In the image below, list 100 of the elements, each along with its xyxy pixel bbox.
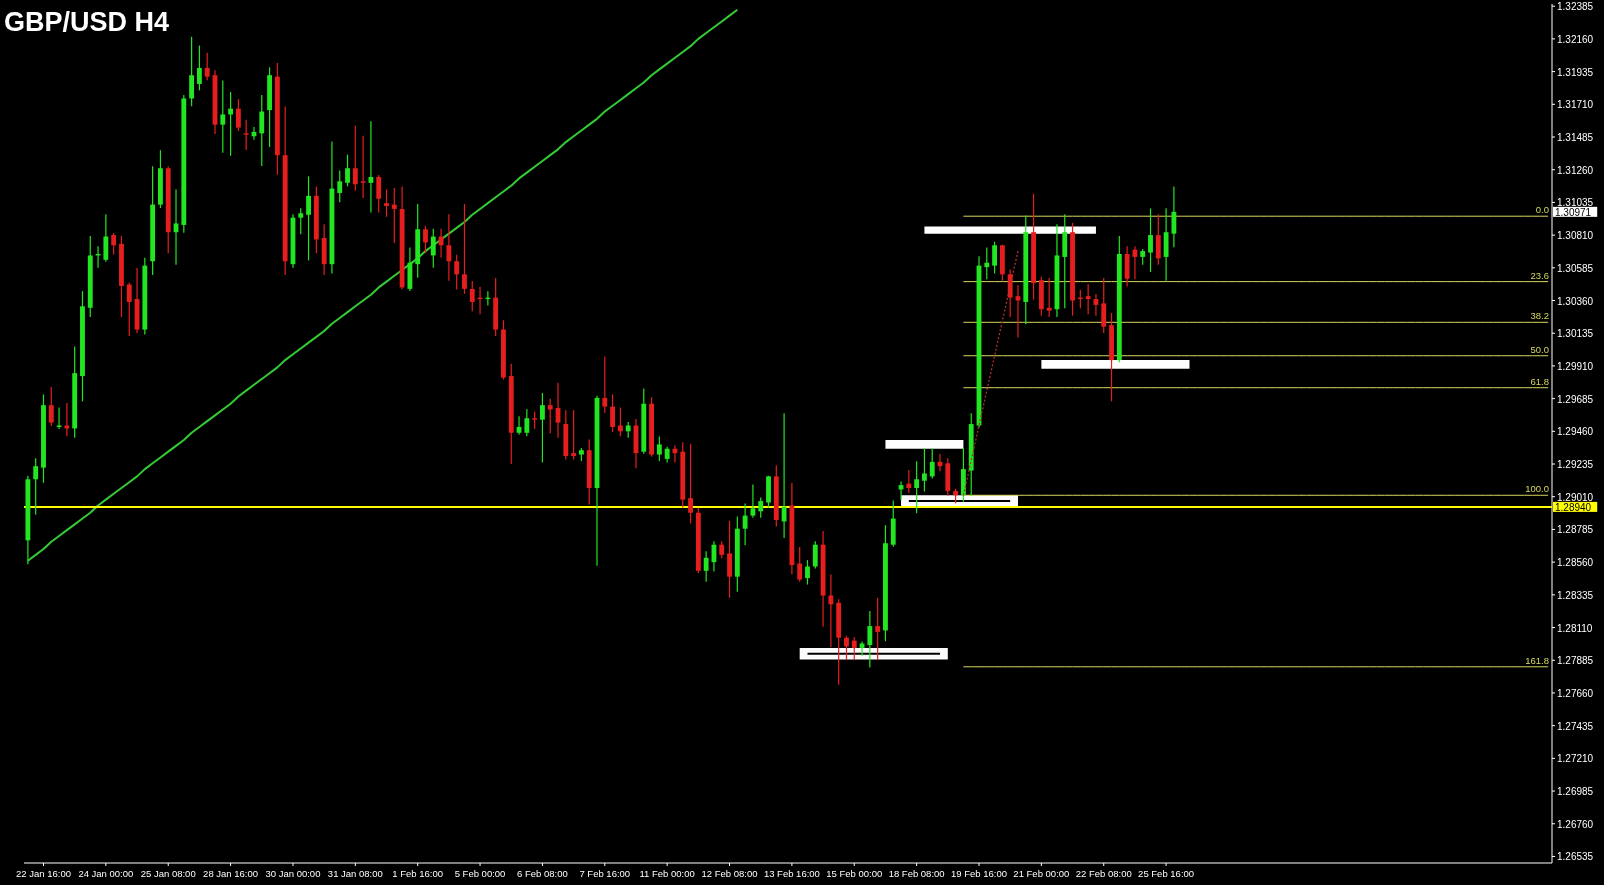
y-tick-label: 1.29910 [1557,360,1594,372]
candlestick [914,461,920,514]
x-tick-label: 25 Jan 08:00 [140,868,196,879]
candlestick [844,635,849,661]
x-tick-label: 18 Feb 08:00 [888,868,945,879]
y-tick-label: 1.28785 [1557,523,1594,535]
y-tick-label: 1.27435 [1557,720,1594,732]
candlestick [1046,278,1052,318]
x-tick-label: 15 Feb 00:00 [826,868,883,879]
x-tick-label: 21 Feb 00:00 [1013,868,1070,879]
y-tick-label: 1.31710 [1557,98,1594,110]
candlestick [1007,269,1013,318]
x-tick-label: 7 Feb 16:00 [579,868,631,879]
candlestick [851,637,857,661]
candlestick [1148,208,1153,273]
y-tick-label: 1.27210 [1557,752,1594,764]
candlestick [196,45,202,91]
candlestick [610,394,616,432]
candlestick [742,503,748,546]
candlestick [1171,186,1177,248]
candlestick [111,233,117,255]
series-label: 38.2 [1530,310,1549,322]
x-tick-label: 22 Jan 16:00 [16,868,71,879]
x-tick-label: 24 Jan 00:00 [78,868,134,879]
candlestick [235,99,241,132]
x-tick-label: 12 Feb 08:00 [701,868,758,879]
candlestick [875,597,881,661]
candlestick [189,36,195,107]
y-tick-label: 1.30585 [1557,262,1594,274]
x-tick-label: 30 Jan 00:00 [265,868,321,879]
candlestick [48,387,54,427]
candlestick [360,135,366,198]
y-tick-label: 1.31935 [1557,66,1594,78]
candlestick [243,119,249,150]
candlestick [703,551,709,582]
candlestick [781,413,787,539]
candlestick [727,520,732,598]
ref-line-label: 1.28940 [1555,501,1592,513]
candlestick [797,547,803,582]
y-tick-label: 1.28335 [1557,589,1594,601]
candlestick [805,560,810,585]
candlestick [306,176,311,261]
candlestick [204,52,210,81]
y-tick-label: 1.29685 [1557,393,1594,405]
y-tick-label: 1.30135 [1557,327,1594,339]
y-tick-label: 1.31485 [1557,131,1594,143]
candlestick [337,170,343,203]
candlestick [524,408,530,437]
y-tick-label: 1.30360 [1557,295,1594,307]
series-label: 100.0 [1525,483,1549,495]
x-tick-label: 25 Feb 16:00 [1138,868,1195,879]
candlestick [867,610,873,668]
x-tick-label: 1 Feb 16:00 [392,868,444,879]
candlestick [992,241,998,274]
series-label: 0.0 [1535,204,1549,216]
x-tick-label: 28 Jan 16:00 [203,868,259,879]
y-tick-label: 1.29235 [1557,458,1594,470]
y-tick-label: 1.31260 [1557,164,1594,176]
candlestick [1101,278,1107,334]
candlestick [469,281,475,312]
series-label: 23.6 [1530,269,1549,281]
candlestick [929,448,935,479]
candlestick [446,214,452,281]
candlestick [298,208,304,235]
y-tick-label: 1.27885 [1557,654,1594,666]
x-tick-label: 6 Feb 08:00 [517,868,568,879]
candlestick [602,356,608,414]
candlestick [688,443,693,524]
candlestick [384,189,389,217]
candlestick [376,174,382,213]
y-tick-label: 1.28560 [1557,556,1594,568]
candlestick [750,484,756,518]
y-tick-label: 1.32385 [1557,0,1594,12]
candlestick [126,282,132,336]
candlestick [571,410,577,460]
series-label: 161.8 [1525,654,1549,666]
y-tick-label: 1.26985 [1557,785,1594,797]
candlestick [462,203,467,294]
y-tick-label: 1.28110 [1557,622,1593,634]
y-tick-label: 1.30810 [1557,229,1594,241]
candlestick [906,469,912,493]
candlestick [103,214,109,262]
y-tick-label: 1.26760 [1557,818,1594,830]
candlestick [423,225,428,254]
candlestick [656,436,662,461]
candlestick [828,574,834,648]
candlestick [922,448,927,492]
candlestick [758,497,764,518]
chart-title: GBP/USD H4 [4,7,170,37]
x-tick-label: 11 Feb 00:00 [639,868,695,879]
candlestick [352,125,358,191]
candlestick [1015,285,1021,338]
x-tick-label: 19 Feb 16:00 [951,868,1007,879]
candlestick [812,541,818,569]
x-tick-label: 13 Feb 16:00 [763,868,820,879]
y-tick-label: 1.31035 [1557,196,1594,208]
candlestick [220,80,226,153]
candlestick [1085,283,1091,315]
candlestick [984,247,990,280]
series-label: 61.8 [1530,375,1549,387]
